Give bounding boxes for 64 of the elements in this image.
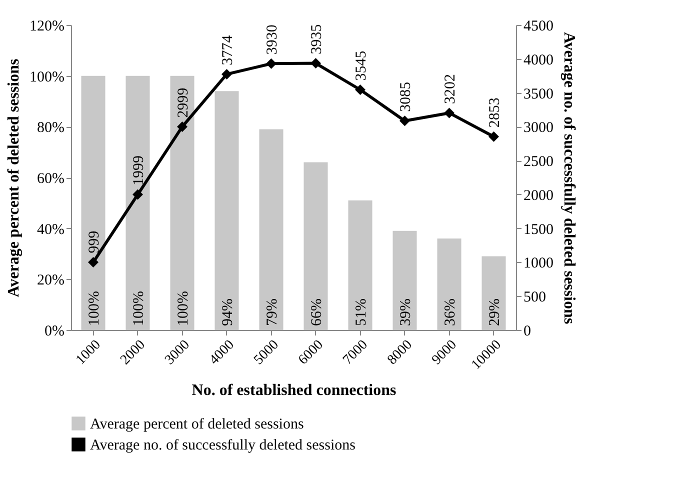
y2-tick-label: 0 [524,324,531,340]
data-label: 94% [220,298,236,326]
data-label: 2999 [175,88,192,118]
y-tick-label: 80% [37,120,64,136]
data-label: 3545 [353,50,370,81]
y2-tick-label: 1500 [524,222,554,238]
data-label: 79% [264,298,280,326]
y-axis-title: Average percent of deleted sessions [6,58,23,298]
y2-tick-label: 2500 [524,154,554,170]
y-tick-label: 0% [44,324,64,340]
data-label: 1999 [130,156,147,186]
legend-label: Average percent of deleted sessions [90,416,304,432]
data-label: 3085 [398,82,414,112]
y-tick-label: 40% [37,222,64,238]
bar [259,129,284,330]
data-label: 100% [175,291,192,326]
point [88,257,98,268]
data-label: 100% [130,291,147,326]
point [488,131,499,142]
bar [392,230,417,330]
point [177,121,188,132]
point [132,189,143,200]
y2-axis-title: Average no. of successfully deleted sessions [560,32,578,324]
y-tick-label: 60% [37,171,64,187]
data-label: 100% [86,291,102,326]
y2-tick-label: 1000 [524,256,554,272]
bar [170,76,194,330]
data-label: 36% [442,298,458,326]
y-tick-label: 20% [37,272,64,289]
point [355,84,366,95]
point [310,58,321,69]
y2-tick-label: 4000 [524,52,554,68]
data-label: 3774 [220,34,236,66]
y2-tick-label: 2000 [524,188,554,204]
bar [348,200,372,330]
y2-tick-label: 3000 [524,120,554,136]
data-label: 51% [353,298,370,326]
bar [81,76,106,330]
bar [126,76,150,330]
y-tick-label: 120% [30,18,64,34]
x-axis-title: No. of established connections [192,382,396,400]
bar [214,91,239,330]
data-label: 3935 [308,24,325,54]
data-label: 3930 [264,24,280,55]
y-tick-label: 100% [30,69,64,86]
data-label: 39% [398,298,414,326]
bar [304,162,328,330]
y2-tick-label: 4500 [524,18,554,34]
y2-tick-label: 3500 [524,86,554,102]
legend-label: Average no. of successfully deleted sessions [90,438,356,454]
point [400,116,410,126]
data-label: 29% [486,298,503,326]
data-label: 3202 [442,74,458,104]
y2-tick-label: 500 [524,290,546,306]
point [444,108,454,118]
x-tick-label: 6000 [296,338,326,368]
point [266,58,276,69]
data-label: 999 [86,230,102,254]
data-label: 2853 [486,98,503,128]
bar [482,256,506,330]
data-label: 66% [308,298,325,326]
bar [437,238,462,330]
point [222,68,232,80]
x-tick-label: 4000 [206,338,238,368]
